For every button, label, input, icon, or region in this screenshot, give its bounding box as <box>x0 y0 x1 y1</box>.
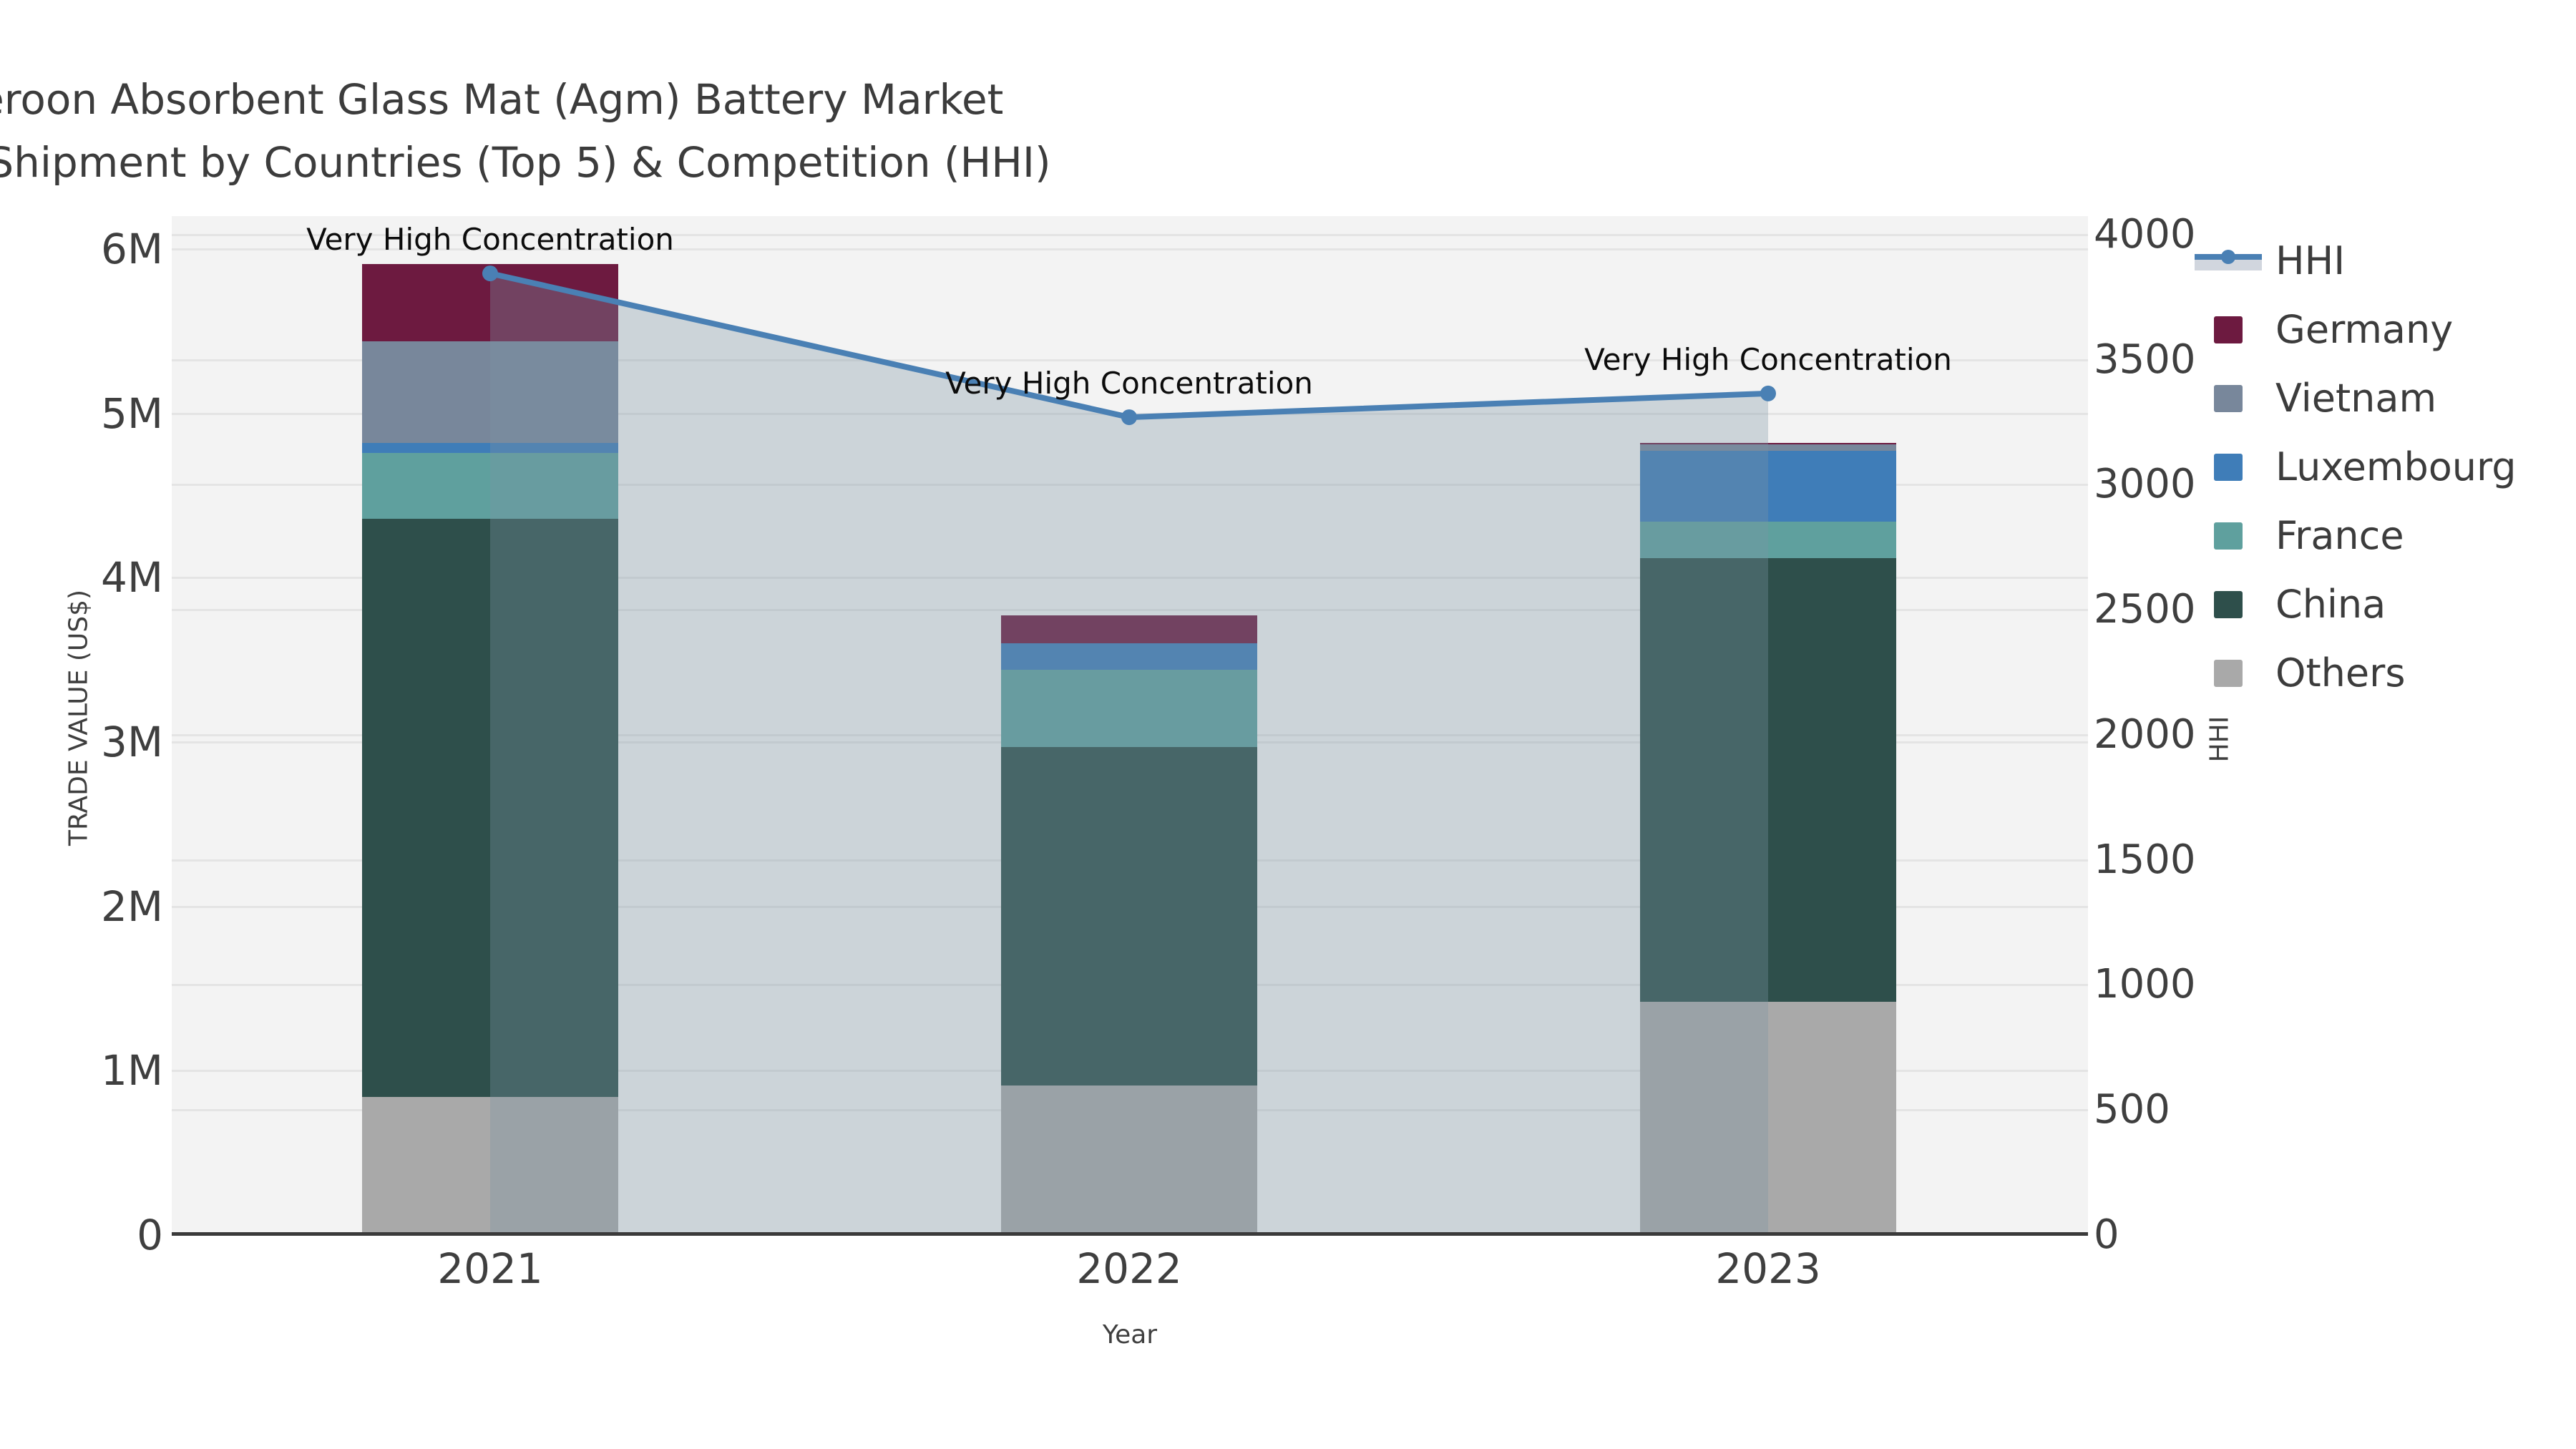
bar-segment-china-2023 <box>1640 557 1896 1002</box>
legend-label-hhi: HHI <box>2275 238 2346 283</box>
bar-segment-others-2023 <box>1640 1001 1896 1235</box>
x-axis-line <box>172 1232 2088 1236</box>
hhi-legend-icon <box>2195 250 2262 270</box>
annotation-2022: Very High Concentration <box>945 366 1313 401</box>
right-tick-1500: 1500 <box>2094 836 2196 883</box>
legend-label-luxembourg: Luxembourg <box>2275 444 2517 489</box>
left-tick-5M: 5M <box>101 389 163 438</box>
chart-title-line1: Cameroon Absorbent Glass Mat (Agm) Batte… <box>0 75 1004 124</box>
left-tick-1M: 1M <box>101 1046 163 1096</box>
right-tick-1000: 1000 <box>2094 961 2196 1008</box>
gridline-right <box>172 609 2088 612</box>
legend-swatch-luxembourg <box>2214 454 2243 481</box>
bar-segment-germany-2023 <box>1640 443 1896 445</box>
left-tick-2M: 2M <box>101 882 163 931</box>
legend-swatch-china <box>2214 591 2243 618</box>
legend-label-germany: Germany <box>2275 307 2454 352</box>
legend-label-china: China <box>2275 582 2386 627</box>
right-tick-0: 0 <box>2094 1211 2119 1258</box>
hhi-legend-marker-sample <box>2221 250 2235 264</box>
left-tick-6M: 6M <box>101 224 163 273</box>
plot-area <box>172 216 2088 1235</box>
hhi-legend-fill-sample <box>2195 258 2262 270</box>
hhi-marker-2023 <box>1760 385 1776 401</box>
right-tick-2500: 2500 <box>2094 586 2196 633</box>
gridline-left <box>172 577 2088 580</box>
annotation-2021: Very High Concentration <box>306 222 674 258</box>
hhi-marker-2021 <box>482 265 498 282</box>
right-tick-500: 500 <box>2094 1086 2170 1133</box>
right-tick-2000: 2000 <box>2094 711 2196 758</box>
bar-segment-others-2022 <box>1001 1085 1257 1235</box>
legend-label-others: Others <box>2275 650 2406 696</box>
x-tick-2021: 2021 <box>437 1244 543 1293</box>
right-axis-title: HHI <box>2205 716 2235 763</box>
right-tick-3000: 3000 <box>2094 461 2196 508</box>
legend-label-vietnam: Vietnam <box>2275 376 2437 421</box>
bar-segment-luxembourg-2022 <box>1001 643 1257 670</box>
x-axis-title: Year <box>1102 1320 1158 1350</box>
gridline-left <box>172 248 2088 250</box>
hhi-area-fill <box>490 273 1768 1235</box>
bar-segment-luxembourg-2021 <box>362 443 618 453</box>
bar-segment-vietnam-2021 <box>362 341 618 443</box>
x-tick-2023: 2023 <box>1715 1244 1821 1293</box>
bar-segment-others-2021 <box>362 1097 618 1235</box>
bar-segment-vietnam-2023 <box>1640 444 1896 452</box>
left-tick-3M: 3M <box>101 717 163 766</box>
right-tick-3500: 3500 <box>2094 336 2196 383</box>
left-axis-title: TRADE VALUE (US$) <box>64 589 94 847</box>
legend-swatch-vietnam <box>2214 385 2243 412</box>
legend-swatch-others <box>2214 660 2243 687</box>
hhi-marker-2022 <box>1121 409 1137 426</box>
bar-segment-france-2021 <box>362 452 618 519</box>
gridline-right <box>172 233 2088 236</box>
chart-title-line2: Import Shipment by Countries (Top 5) & C… <box>0 138 1051 187</box>
hhi-line-layer <box>482 265 1776 1235</box>
bar-segment-france-2022 <box>1001 669 1257 747</box>
bar-segment-china-2021 <box>362 518 618 1098</box>
annotation-2023: Very High Concentration <box>1584 341 1952 377</box>
legend-label-france: France <box>2275 513 2404 558</box>
bar-segment-luxembourg-2023 <box>1640 451 1896 522</box>
right-tick-4000: 4000 <box>2094 210 2196 258</box>
bar-segment-germany-2022 <box>1001 615 1257 644</box>
legend-swatch-france <box>2214 522 2243 550</box>
bar-segment-france-2023 <box>1640 522 1896 558</box>
chart-title: Cameroon Absorbent Glass Mat (Agm) Batte… <box>0 68 1302 194</box>
bar-segment-china-2022 <box>1001 746 1257 1086</box>
gridline-right <box>172 484 2088 487</box>
left-tick-0: 0 <box>137 1211 163 1259</box>
gridline-right <box>172 358 2088 361</box>
legend-swatch-germany <box>2214 316 2243 343</box>
left-tick-4M: 4M <box>101 553 163 602</box>
x-tick-2022: 2022 <box>1076 1244 1182 1293</box>
